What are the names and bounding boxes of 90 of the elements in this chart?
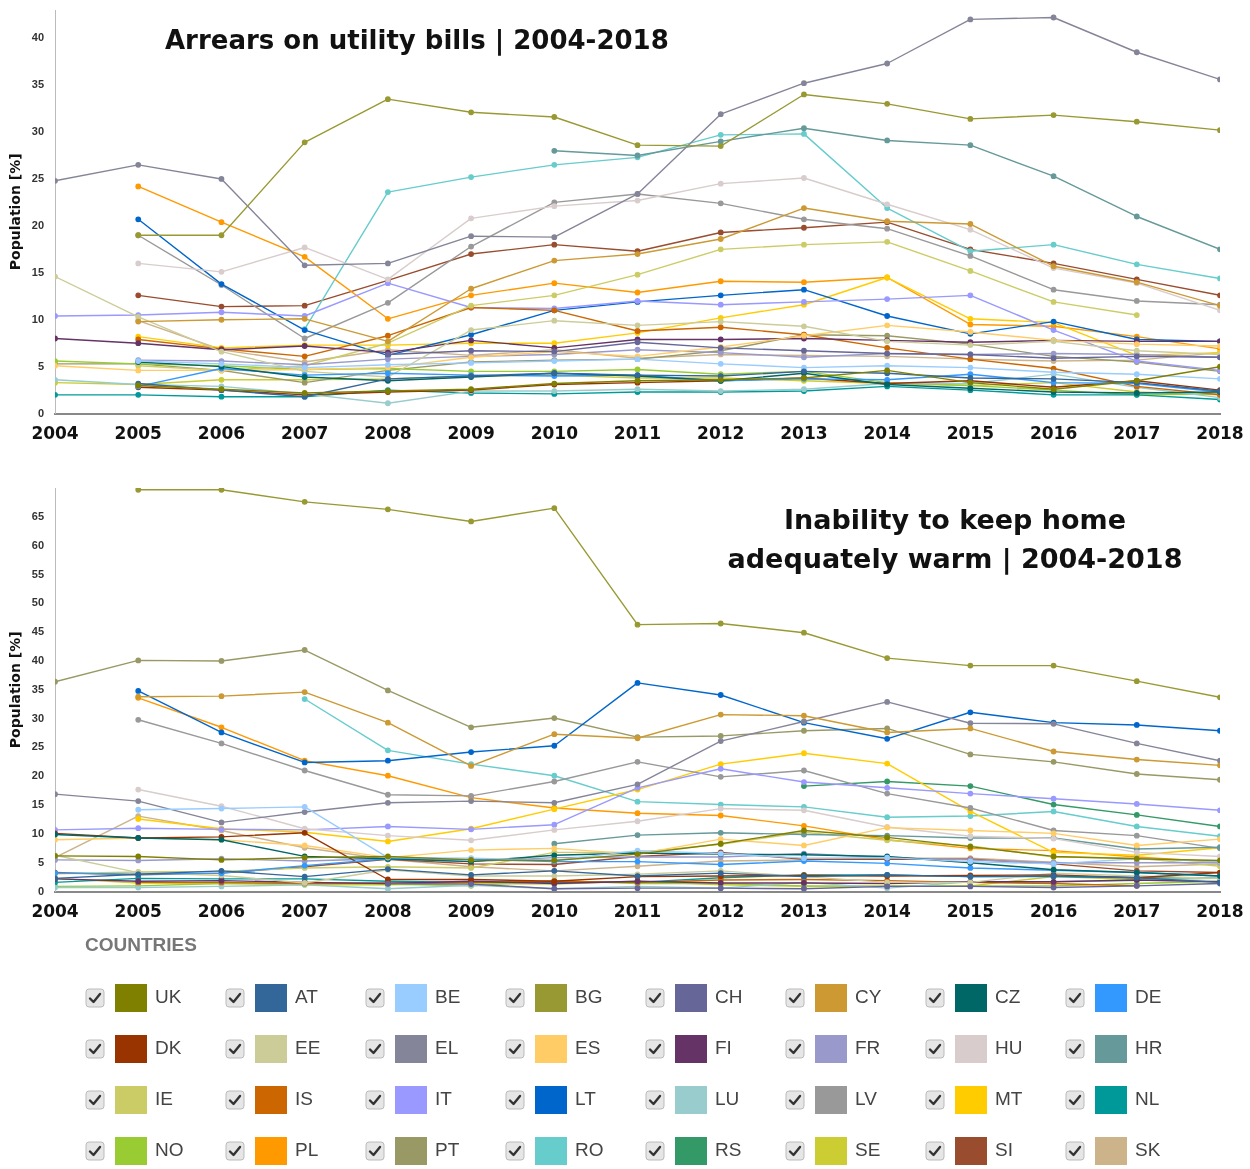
x-tick-label: 2008 [364,423,412,444]
y-tick-label: 40 [31,31,45,44]
legend-label: LV [855,1088,878,1110]
x-tick-label: 2015 [946,901,995,922]
y-tick-label: 30 [31,125,45,138]
legend-label: UK [155,986,182,1008]
x-tick-label: 2017 [1113,901,1161,922]
x-tick-label: 2010 [530,423,579,444]
x-tick-label: 2018 [1196,423,1244,444]
x-tick-label: 2004 [31,423,79,444]
x-tick-label: 2011 [613,423,662,444]
legend-label: DK [155,1037,182,1059]
legend-label: PT [435,1139,460,1161]
y-tick-label: 10 [31,826,45,839]
x-tick-label: 2007 [281,423,329,444]
legend-title: COUNTRIES [85,934,197,956]
legend-label: IT [435,1088,453,1110]
legend-label: DE [1135,986,1162,1008]
y-tick-label: 0 [37,884,45,897]
x-tick-label: 2008 [364,901,412,922]
legend-label: ES [575,1037,601,1059]
x-tick-label: 2013 [780,423,828,444]
y-tick-label: 35 [31,78,45,91]
x-tick-label: 2012 [697,901,745,922]
y-tick-label: 25 [31,740,45,753]
legend-label: IS [295,1088,313,1110]
legend-label: FR [855,1037,881,1059]
x-tick-label: 2007 [281,901,329,922]
legend-label: BE [435,986,461,1008]
x-tick-label: 2006 [197,423,246,444]
legend-label: HU [995,1037,1023,1059]
legend-label: NO [155,1139,184,1161]
y-tick-label: 25 [31,171,45,184]
x-tick-label: 2005 [114,423,162,444]
x-tick-label: 2004 [31,901,79,922]
legend-label: PL [295,1139,319,1161]
y-tick-label: 5 [37,855,45,868]
legend-label: MT [995,1088,1023,1110]
legend-label: CY [855,986,882,1008]
legend-label: FI [715,1037,732,1059]
x-tick-label: 2017 [1113,423,1161,444]
legend-label: IE [155,1088,173,1110]
legend-label: CZ [995,986,1021,1008]
text: Arrears on utility bills | 2004-2018 [165,24,670,58]
y-tick-label: 65 [31,509,45,522]
y-tick-label: 50 [31,596,45,609]
x-tick-label: 2013 [780,901,828,922]
x-tick-label: 2010 [530,901,579,922]
text: Inability to keep home adequately warm | 2004-2018 [726,503,1184,577]
legend-label: RO [575,1139,604,1161]
x-tick-label: 2009 [447,901,495,922]
legend-label: CH [715,986,743,1008]
x-tick-label: 2018 [1196,901,1244,922]
legend-label: SI [995,1139,1013,1161]
legend-label: NL [1135,1088,1160,1110]
x-tick-label: 2009 [447,423,495,444]
legend-label: LU [715,1088,740,1110]
x-tick-label: 2006 [197,901,246,922]
y-tick-label: 15 [31,798,45,811]
y-tick-label: 20 [31,218,45,231]
y-tick-label: 30 [31,711,45,724]
x-tick-label: 2014 [863,423,911,444]
legend-label: HR [1135,1037,1163,1059]
y-tick-label: 35 [31,682,45,695]
x-tick-label: 2014 [863,901,911,922]
legend-label: AT [295,986,319,1008]
x-tick-label: 2016 [1029,423,1078,444]
y-tick-label: 5 [37,359,45,372]
legend-label: RS [715,1139,742,1161]
x-tick-label: 2011 [613,901,662,922]
y-tick-label: 10 [31,312,45,325]
legend-label: EL [435,1037,459,1059]
legend-label: EE [295,1037,321,1059]
x-tick-label: 2016 [1029,901,1078,922]
y-tick-label: 45 [31,625,45,638]
legend-label: SE [855,1139,881,1161]
x-tick-label: 2015 [946,423,995,444]
y-tick-label: 20 [31,769,45,782]
y-tick-label: 60 [31,538,45,551]
y-axis-title: Population [%] [7,153,24,271]
x-tick-label: 2005 [114,901,162,922]
y-tick-label: 0 [37,406,45,419]
legend-label: LT [575,1088,597,1110]
y-tick-label: 15 [31,265,45,278]
y-tick-label: 55 [31,567,45,580]
y-axis-title: Population [%] [7,631,24,749]
legend-label: SK [1135,1139,1161,1161]
x-tick-label: 2012 [697,423,745,444]
legend-label: BG [575,986,603,1008]
y-tick-label: 40 [31,654,45,666]
